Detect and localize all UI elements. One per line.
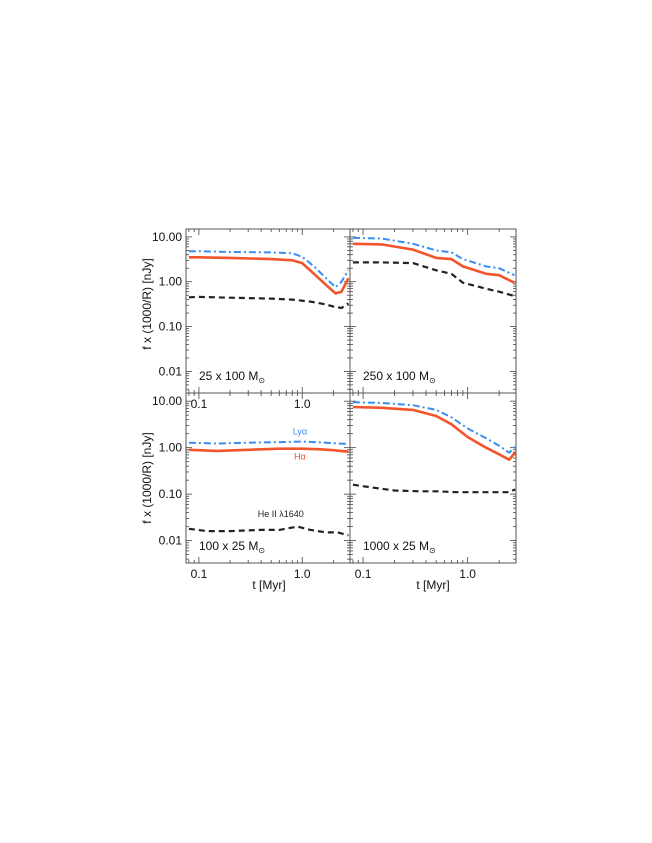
panel-bottom-right: 0.1 1.0 1000 x 25 M⊙ — [349, 392, 517, 581]
panel-label-text: 1000 x 25 M — [363, 539, 429, 553]
panel-label: 25 x 100 M⊙ — [199, 369, 265, 385]
series-line-he — [352, 483, 516, 494]
x-tick-label: 1.0 — [294, 397, 311, 411]
panel-label: 1000 x 25 M⊙ — [363, 539, 436, 555]
series-line-ha — [188, 447, 349, 453]
x-tick-label: 0.1 — [191, 567, 208, 581]
y-tick-label: 1.00 — [159, 441, 183, 455]
x-tick-label: 1.0 — [459, 567, 476, 581]
y-tick-label: 10.00 — [152, 230, 182, 244]
sun-symbol: ⊙ — [429, 546, 436, 555]
series-line-ha — [352, 242, 515, 284]
series-line-ha — [352, 405, 517, 462]
series-line-lya — [352, 236, 515, 277]
sun-symbol: ⊙ — [258, 546, 265, 555]
y-tick-label: 0.01 — [159, 364, 183, 378]
series-line-lya — [188, 250, 350, 289]
panel-label: 250 x 100 M⊙ — [363, 369, 436, 385]
sun-symbol: ⊙ — [429, 376, 436, 385]
x-axis-label-right: t [Myr] — [416, 578, 449, 592]
series-line-lya — [188, 440, 349, 445]
series-annotation: Hα — [294, 452, 306, 462]
panel-label-text: 25 x 100 M — [199, 369, 258, 383]
y-axis-label-bottom: f x (1000/R) [nJy] — [140, 432, 154, 523]
panel-label: 100 x 25 M⊙ — [199, 539, 265, 555]
y-tick-label: 0.10 — [159, 320, 183, 334]
sun-symbol: ⊙ — [258, 376, 265, 385]
series-line-he — [188, 525, 349, 537]
panel-bottom-left: 10.00 1.00 0.10 0.01 0.1 1.0 Lyα Hα He II λ1640 1… — [152, 392, 351, 581]
series-line-he — [188, 295, 350, 310]
series-line-ha — [188, 255, 350, 295]
series-line-lya — [352, 401, 516, 454]
panel-frame — [185, 392, 351, 564]
panel-top-left: 10.00 1.00 0.10 0.01 0.1 1.0 25 x 100 M⊙ — [152, 228, 351, 411]
y-tick-label: 0.10 — [159, 487, 183, 501]
y-tick-label: 0.01 — [159, 534, 183, 548]
series-annotation: Lyα — [293, 427, 307, 437]
panel-label-text: 250 x 100 M — [363, 369, 429, 383]
panel-label-text: 100 x 25 M — [199, 539, 258, 553]
y-tick-label: 10.00 — [152, 394, 182, 408]
x-axis-label-left: t [Myr] — [252, 578, 285, 592]
panel-top-right: 250 x 100 M⊙ — [349, 228, 517, 394]
x-tick-label: 0.1 — [191, 397, 208, 411]
series-annotation: He II λ1640 — [258, 509, 304, 519]
y-axis-label-top: f x (1000/R) [nJy] — [140, 258, 154, 349]
y-tick-label: 1.00 — [159, 275, 183, 289]
x-tick-label: 0.1 — [355, 567, 372, 581]
x-tick-label: 1.0 — [294, 567, 311, 581]
panel-frame — [349, 392, 517, 564]
